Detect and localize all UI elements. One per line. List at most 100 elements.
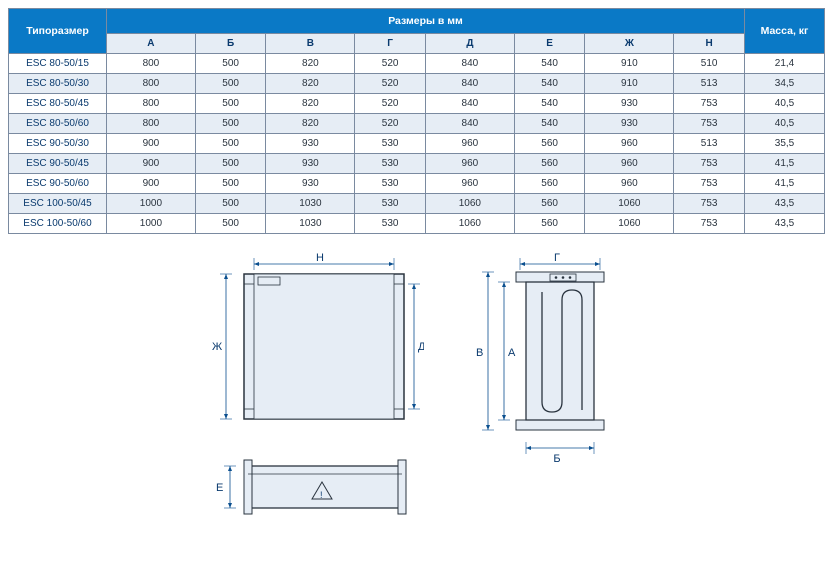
cell-model: ESC 80-50/30 <box>9 74 107 94</box>
cell-dim: 960 <box>585 154 674 174</box>
cell-dim: 900 <box>107 154 196 174</box>
cell-model: ESC 80-50/45 <box>9 94 107 114</box>
cell-mass: 40,5 <box>745 94 825 114</box>
cell-dim: 500 <box>195 114 266 134</box>
cell-dim: 753 <box>674 94 745 114</box>
cell-dim: 500 <box>195 154 266 174</box>
cell-dim: 500 <box>195 214 266 234</box>
cell-dim: 960 <box>425 174 514 194</box>
cell-model: ESC 90-50/45 <box>9 154 107 174</box>
drawings-panel: Н Ж Д <box>8 252 825 547</box>
cell-dim: 540 <box>514 114 585 134</box>
label-Zh: Ж <box>212 341 222 353</box>
col-G: Г <box>355 34 426 54</box>
col-A: А <box>107 34 196 54</box>
cell-mass: 41,5 <box>745 174 825 194</box>
col-H: Н <box>674 34 745 54</box>
cell-dim: 820 <box>266 94 355 114</box>
cell-dim: 1000 <box>107 214 196 234</box>
cell-model: ESC 100-50/60 <box>9 214 107 234</box>
cell-dim: 960 <box>425 154 514 174</box>
cell-dim: 800 <box>107 94 196 114</box>
cell-dim: 500 <box>195 194 266 214</box>
cell-dim: 960 <box>425 134 514 154</box>
cell-dim: 753 <box>674 214 745 234</box>
side-view-drawing: ! Е <box>204 452 424 547</box>
cell-dim: 840 <box>425 74 514 94</box>
cell-dim: 800 <box>107 74 196 94</box>
cell-mass: 40,5 <box>745 114 825 134</box>
cell-dim: 500 <box>195 94 266 114</box>
cell-mass: 21,4 <box>745 54 825 74</box>
col-D: Д <box>425 34 514 54</box>
cell-dim: 753 <box>674 154 745 174</box>
cell-dim: 930 <box>266 134 355 154</box>
cell-mass: 43,5 <box>745 194 825 214</box>
cell-dim: 500 <box>195 54 266 74</box>
cell-dim: 530 <box>355 174 426 194</box>
cell-dim: 840 <box>425 94 514 114</box>
cell-dim: 1060 <box>585 194 674 214</box>
table-row: ESC 100-50/60100050010305301060560106075… <box>9 214 825 234</box>
cell-dim: 900 <box>107 174 196 194</box>
col-Zh: Ж <box>585 34 674 54</box>
cell-dim: 560 <box>514 174 585 194</box>
cell-dim: 540 <box>514 94 585 114</box>
cell-dim: 560 <box>514 194 585 214</box>
cell-dim: 513 <box>674 74 745 94</box>
cell-dim: 500 <box>195 74 266 94</box>
col-B: Б <box>195 34 266 54</box>
label-A: А <box>508 347 516 359</box>
cell-dim: 753 <box>674 194 745 214</box>
header-dims: Размеры в мм <box>107 9 745 34</box>
cell-mass: 43,5 <box>745 214 825 234</box>
cell-dim: 753 <box>674 114 745 134</box>
cell-dim: 930 <box>266 174 355 194</box>
cell-dim: 930 <box>585 114 674 134</box>
cell-dim: 520 <box>355 74 426 94</box>
cell-mass: 41,5 <box>745 154 825 174</box>
cell-model: ESC 80-50/15 <box>9 54 107 74</box>
table-row: ESC 80-50/1580050082052084054091051021,4 <box>9 54 825 74</box>
label-V: В <box>476 347 483 359</box>
col-E: Е <box>514 34 585 54</box>
label-E: Е <box>216 482 223 494</box>
dimensions-table: Типоразмер Размеры в мм Масса, кг А Б В … <box>8 8 825 234</box>
cell-dim: 960 <box>585 134 674 154</box>
header-model: Типоразмер <box>9 9 107 54</box>
cell-model: ESC 90-50/30 <box>9 134 107 154</box>
svg-text:!: ! <box>320 490 323 500</box>
col-V: В <box>266 34 355 54</box>
cell-dim: 753 <box>674 174 745 194</box>
label-D: Д <box>418 341 424 353</box>
cell-dim: 530 <box>355 214 426 234</box>
table-row: ESC 80-50/4580050082052084054093075340,5 <box>9 94 825 114</box>
label-H: Н <box>316 252 324 264</box>
table-row: ESC 90-50/3090050093053096056096051335,5 <box>9 134 825 154</box>
cell-dim: 930 <box>585 94 674 114</box>
cell-dim: 530 <box>355 154 426 174</box>
cell-dim: 820 <box>266 54 355 74</box>
cell-dim: 510 <box>674 54 745 74</box>
cell-dim: 500 <box>195 174 266 194</box>
table-row: ESC 80-50/6080050082052084054093075340,5 <box>9 114 825 134</box>
label-G: Г <box>554 252 560 264</box>
cell-model: ESC 100-50/45 <box>9 194 107 214</box>
cell-dim: 530 <box>355 194 426 214</box>
table-row: ESC 80-50/3080050082052084054091051334,5 <box>9 74 825 94</box>
cell-dim: 530 <box>355 134 426 154</box>
cell-mass: 34,5 <box>745 74 825 94</box>
cell-dim: 800 <box>107 54 196 74</box>
header-mass: Масса, кг <box>745 9 825 54</box>
cell-dim: 800 <box>107 114 196 134</box>
cell-mass: 35,5 <box>745 134 825 154</box>
cell-dim: 560 <box>514 154 585 174</box>
end-view-drawing: Г В А <box>460 252 630 467</box>
table-row: ESC 90-50/6090050093053096056096075341,5 <box>9 174 825 194</box>
cell-dim: 520 <box>355 54 426 74</box>
cell-dim: 1060 <box>425 214 514 234</box>
cell-dim: 513 <box>674 134 745 154</box>
cell-dim: 540 <box>514 74 585 94</box>
cell-dim: 540 <box>514 54 585 74</box>
cell-dim: 820 <box>266 74 355 94</box>
